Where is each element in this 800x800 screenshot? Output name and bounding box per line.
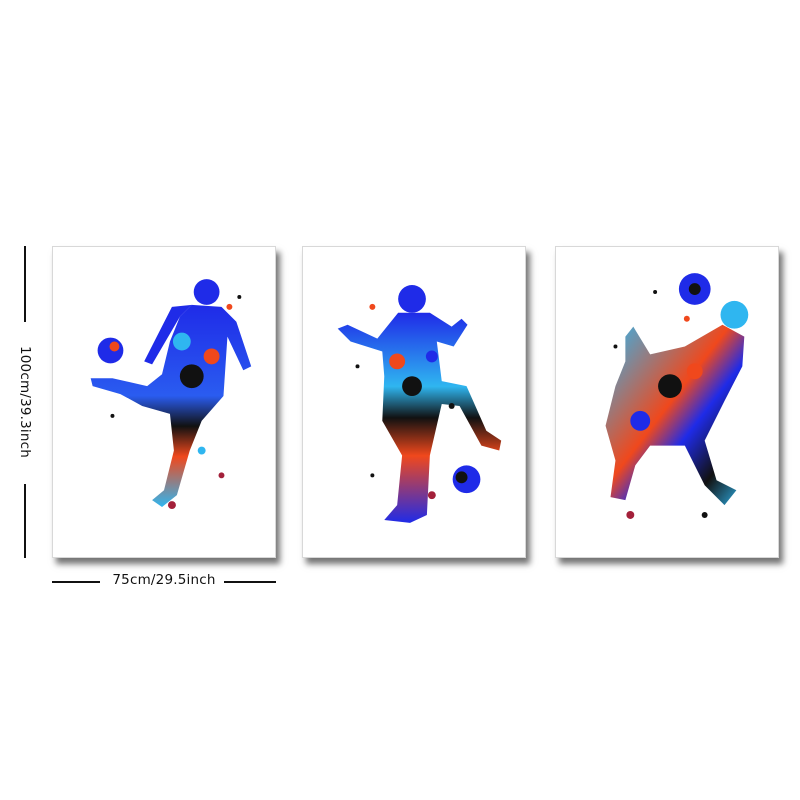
height-dimension-line-bottom (24, 484, 26, 558)
soccer-player-juggle-illustration (337, 285, 502, 523)
width-dimension-line-right (224, 581, 276, 583)
width-dimension: 75cm/29.5inch (52, 570, 276, 594)
canvas-panel-middle (302, 246, 526, 558)
height-dimension: 100cm/39.3inch (12, 246, 38, 558)
canvas-panel-right (555, 246, 779, 558)
soccer-player-chest-illustration (605, 273, 749, 519)
height-dimension-line-top (24, 246, 26, 322)
soccer-player-kick-illustration (90, 279, 252, 510)
canvas-panel-left (52, 246, 276, 558)
width-dimension-line-left (52, 581, 100, 583)
height-dimension-label: 100cm/39.3inch (17, 345, 33, 459)
width-dimension-label: 75cm/29.5inch (112, 572, 216, 588)
